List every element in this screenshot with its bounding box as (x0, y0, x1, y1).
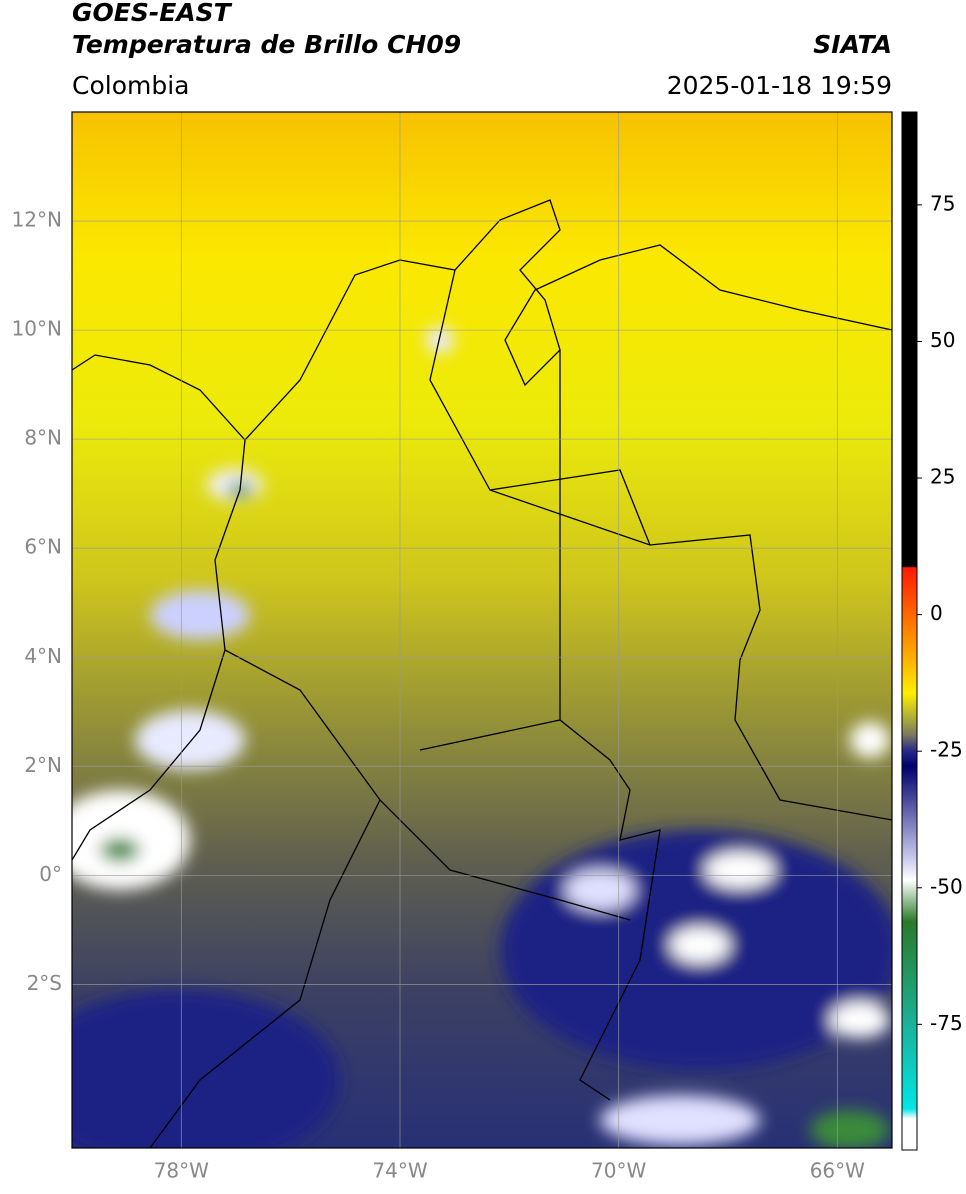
y-tick-label: 0° (39, 862, 62, 886)
y-tick-label: 8°N (24, 426, 62, 450)
datetime: 2025-01-18 19:59 (667, 71, 892, 100)
y-tick-label: 10°N (12, 317, 62, 341)
x-tick-label: 66°W (810, 1159, 865, 1183)
colorbar-tick-label: 0 (930, 601, 943, 625)
subtitle: Temperatura de Brillo CH09 (72, 30, 461, 59)
map-frame (71, 111, 893, 1149)
x-tick-label: 78°W (154, 1159, 209, 1183)
clouds (72, 326, 892, 1148)
region: Colombia (72, 71, 189, 100)
x-tick-label: 74°W (372, 1159, 427, 1183)
colorbar-tick-label: 50 (930, 328, 955, 352)
y-tick-label: 2°N (24, 753, 62, 777)
map-image (72, 112, 892, 1148)
colorbar-tick-label: 25 (930, 465, 955, 489)
x-tick-label: 70°W (591, 1159, 646, 1183)
colorbar-tick-label: 75 (930, 191, 955, 215)
y-tick-label: 12°N (12, 208, 62, 232)
title: GOES-EAST (72, 0, 233, 27)
y-tick-label: 6°N (24, 535, 62, 559)
colorbar-tick-label: -25 (930, 738, 963, 762)
y-tick-label: 2°S (27, 971, 62, 995)
source: SIATA (813, 30, 892, 59)
colorbar-tick-label: -50 (930, 874, 963, 898)
y-tick-label: 4°N (24, 644, 62, 668)
borders (72, 199, 892, 1148)
colorbar-tick-label: -75 (930, 1011, 963, 1035)
grid (72, 112, 892, 1148)
colorbar (901, 111, 918, 1151)
